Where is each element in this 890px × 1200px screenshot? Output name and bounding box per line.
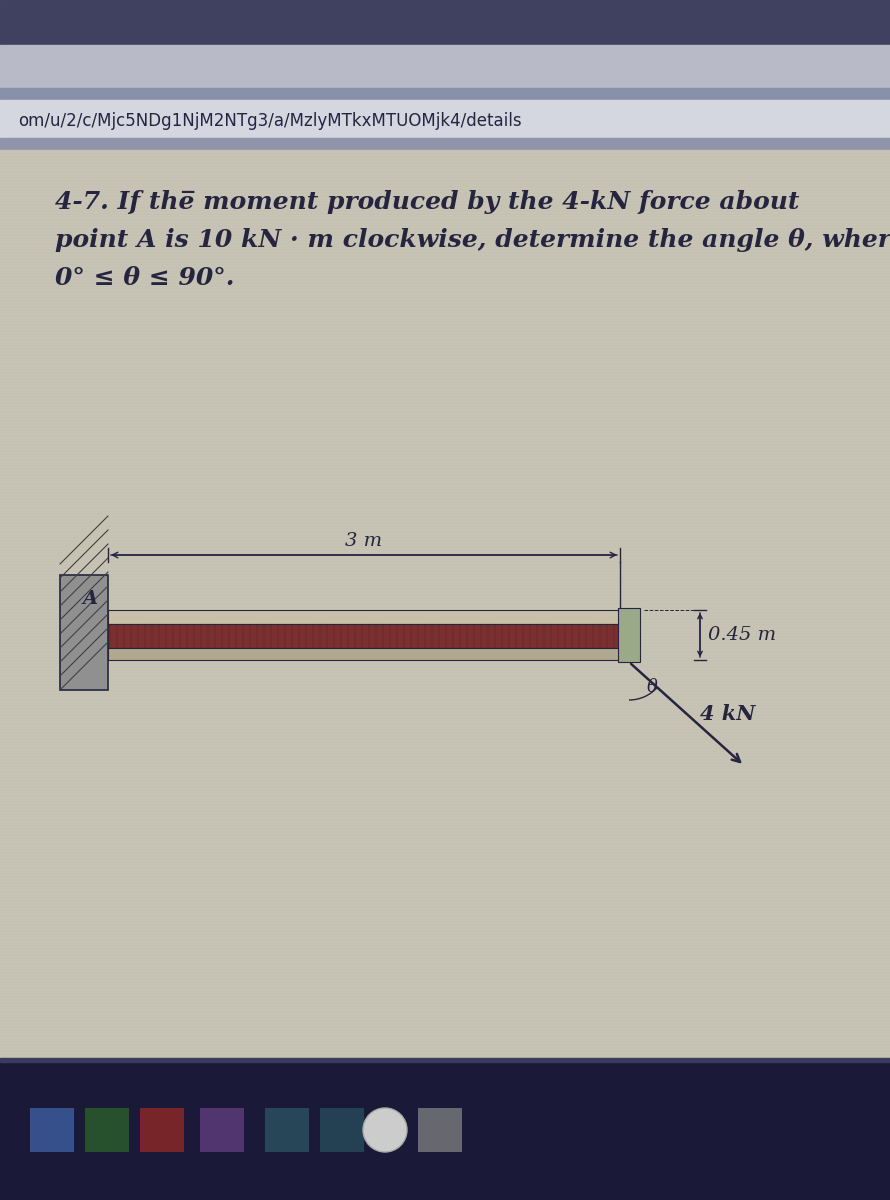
- Text: 0.45 m: 0.45 m: [708, 626, 776, 644]
- Text: 4-7. If the̅ moment produced by the 4-kN force about: 4-7. If the̅ moment produced by the 4-kN…: [55, 190, 799, 214]
- Bar: [0, 44, 890, 90]
- Bar: [0, 150, 890, 1060]
- Bar: [265, 1108, 309, 1152]
- Bar: [0, 1060, 890, 1200]
- Bar: [0, 1058, 890, 1062]
- Bar: [108, 648, 620, 660]
- Bar: [108, 610, 620, 624]
- Text: point A is 10 kN · m clockwise, determine the angle θ, where: point A is 10 kN · m clockwise, determin…: [55, 228, 890, 252]
- Bar: [0, 138, 890, 150]
- Text: 3 m: 3 m: [345, 532, 383, 550]
- Bar: [85, 1108, 129, 1152]
- Bar: [0, 100, 890, 140]
- Bar: [108, 624, 620, 648]
- Bar: [0, 0, 890, 44]
- Text: θ: θ: [647, 678, 658, 696]
- Text: 4 kN: 4 kN: [700, 704, 756, 724]
- Text: om/u/2/c/Mjc5NDg1NjM2NTg3/a/MzlyMTkxMTUOMjk4/details: om/u/2/c/Mjc5NDg1NjM2NTg3/a/MzlyMTkxMTUO…: [18, 112, 522, 130]
- Bar: [60, 575, 108, 690]
- Bar: [200, 1108, 244, 1152]
- Circle shape: [363, 1108, 407, 1152]
- Bar: [30, 1108, 74, 1152]
- Bar: [140, 1108, 184, 1152]
- Text: 0° ≤ θ ≤ 90°.: 0° ≤ θ ≤ 90°.: [55, 266, 234, 290]
- Bar: [618, 608, 640, 662]
- Bar: [418, 1108, 462, 1152]
- Bar: [0, 88, 890, 100]
- Text: A: A: [83, 590, 98, 608]
- Bar: [320, 1108, 364, 1152]
- Bar: [0, 1060, 890, 1200]
